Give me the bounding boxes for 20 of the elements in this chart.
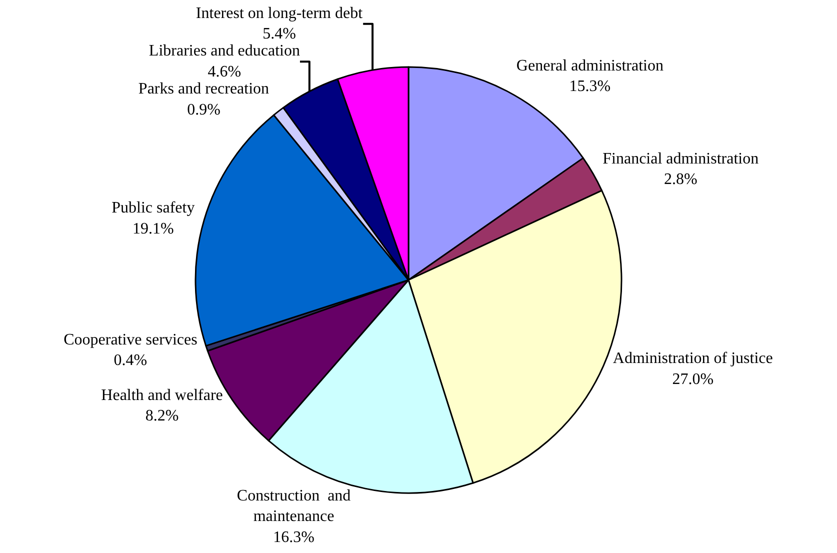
data-label: 19.1% xyxy=(132,220,174,238)
data-label: 16.3% xyxy=(273,528,314,546)
slice-label: Parks and recreation xyxy=(138,80,270,98)
slice-label: Interest on long-term debt xyxy=(196,4,364,22)
data-label: 2.8% xyxy=(664,171,698,188)
slice-label: Cooperative services xyxy=(64,331,198,348)
slice-label: Financial administration xyxy=(602,150,759,168)
data-label: 8.2% xyxy=(145,408,179,425)
slice-label: Construction and maintenance xyxy=(236,487,351,526)
slice-label: Health and welfare xyxy=(101,386,223,404)
data-label: 27.0% xyxy=(672,370,714,388)
data-label: 4.6% xyxy=(208,64,242,81)
data-label: 0.9% xyxy=(187,101,220,118)
slice-label: Administration of justice xyxy=(612,350,773,367)
data-label: 5.4% xyxy=(262,26,296,43)
slice-label: Libraries and education xyxy=(148,42,300,60)
slice-label: General administration xyxy=(516,57,664,74)
data-label: 0.4% xyxy=(114,352,148,370)
slice-label: Public safety xyxy=(112,200,195,217)
data-label: 15.3% xyxy=(569,78,611,96)
